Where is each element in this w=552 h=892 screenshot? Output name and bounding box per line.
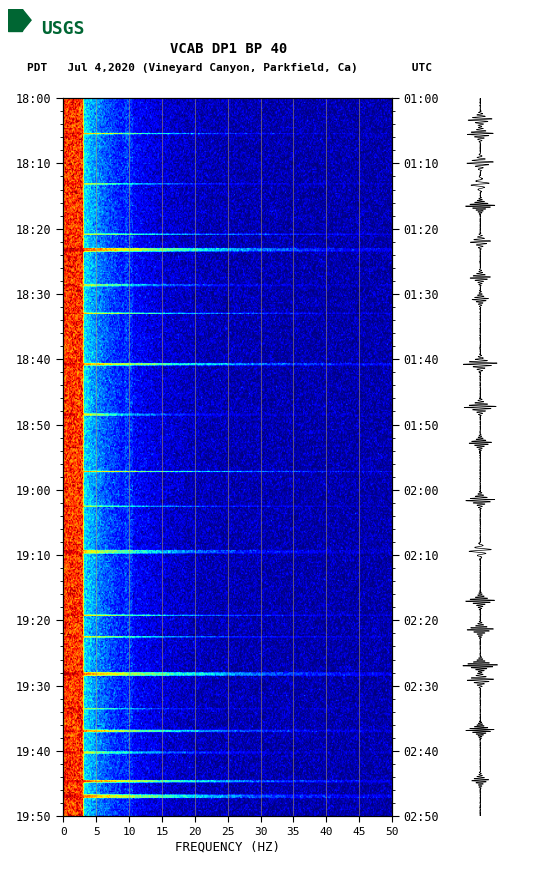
Polygon shape [22,9,31,31]
X-axis label: FREQUENCY (HZ): FREQUENCY (HZ) [175,841,280,854]
Text: PDT   Jul 4,2020 (Vineyard Canyon, Parkfield, Ca)        UTC: PDT Jul 4,2020 (Vineyard Canyon, Parkfie… [26,63,432,73]
Text: VCAB DP1 BP 40: VCAB DP1 BP 40 [171,42,288,56]
Bar [8,9,22,31]
Text: USGS: USGS [41,20,85,37]
